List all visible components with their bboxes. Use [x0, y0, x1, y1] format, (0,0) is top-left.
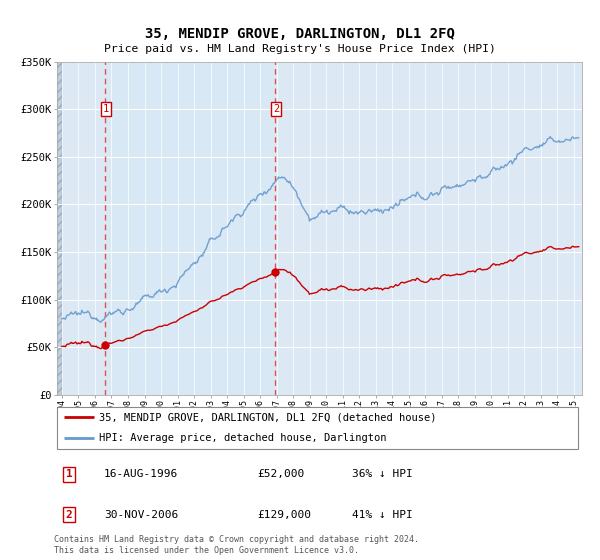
Text: 1: 1	[65, 469, 73, 479]
Text: 1: 1	[103, 104, 109, 114]
Text: £52,000: £52,000	[257, 469, 305, 479]
Text: 2: 2	[273, 104, 279, 114]
Text: 16-AUG-1996: 16-AUG-1996	[104, 469, 178, 479]
Text: 35, MENDIP GROVE, DARLINGTON, DL1 2FQ (detached house): 35, MENDIP GROVE, DARLINGTON, DL1 2FQ (d…	[99, 412, 436, 422]
Text: 2: 2	[65, 510, 73, 520]
Text: 30-NOV-2006: 30-NOV-2006	[104, 510, 178, 520]
Text: HPI: Average price, detached house, Darlington: HPI: Average price, detached house, Darl…	[99, 433, 386, 444]
Text: Contains HM Land Registry data © Crown copyright and database right 2024.
This d: Contains HM Land Registry data © Crown c…	[54, 535, 419, 554]
Bar	[57, 62, 62, 395]
FancyBboxPatch shape	[56, 407, 578, 449]
Text: 36% ↓ HPI: 36% ↓ HPI	[352, 469, 413, 479]
Text: £129,000: £129,000	[257, 510, 311, 520]
Bar	[105, 62, 275, 395]
Text: 35, MENDIP GROVE, DARLINGTON, DL1 2FQ: 35, MENDIP GROVE, DARLINGTON, DL1 2FQ	[145, 27, 455, 41]
Text: Price paid vs. HM Land Registry's House Price Index (HPI): Price paid vs. HM Land Registry's House …	[104, 44, 496, 54]
Text: 41% ↓ HPI: 41% ↓ HPI	[352, 510, 413, 520]
